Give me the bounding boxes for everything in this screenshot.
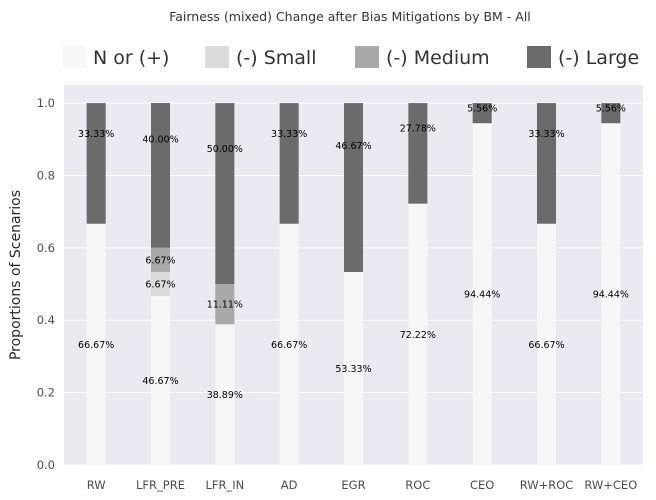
bar-segment	[279, 103, 299, 224]
y-tick-label: 0.4	[37, 313, 55, 327]
bar-segment	[344, 271, 363, 465]
y-tick-label: 0.0	[37, 458, 55, 472]
bars: 66.67% 33.33% 46.67% 6.67% 6.67% 40.00% 38.89%…	[78, 103, 629, 466]
x-tick-label: RW	[87, 478, 106, 492]
legend-label: (-) Medium	[386, 47, 490, 69]
data-label: 27.78%	[400, 124, 436, 135]
data-label: 6.67%	[145, 255, 175, 266]
data-label: 46.67%	[142, 376, 178, 387]
legend-label: (-) Small	[236, 47, 317, 69]
y-tick-label: 0.2	[37, 386, 55, 400]
chart-title: Fairness (mixed) Change after Bias Mitig…	[169, 9, 531, 24]
bar-segment	[408, 103, 428, 204]
bar-segment	[151, 103, 170, 248]
x-axis-ticks: RW LFR_PRE LFR_IN AD EGR ROC CEO RW+ROC RW+CEO	[87, 478, 638, 492]
legend-swatch	[205, 46, 229, 68]
x-tick-label: LFR_IN	[205, 478, 244, 492]
legend: N or (+) (-) Small (-) Medium (-) Large	[62, 46, 639, 69]
data-label: 5.56%	[596, 104, 626, 115]
bar-segment	[537, 103, 556, 224]
data-label: 50.00%	[207, 144, 243, 155]
bar-segment	[151, 271, 170, 297]
bar-segment	[344, 103, 363, 272]
y-axis-label: Proportions of Scenarios	[8, 190, 24, 360]
bar-segment	[215, 324, 235, 465]
y-tick-label: 0.6	[37, 241, 55, 255]
bar-segment	[408, 203, 428, 465]
legend-swatch	[62, 46, 86, 68]
y-tick-label: 0.8	[37, 168, 55, 182]
bar-segment	[279, 223, 299, 465]
bar-segment	[86, 103, 106, 224]
x-tick-label: LFR_PRE	[136, 478, 185, 492]
data-label: 33.33%	[78, 129, 114, 140]
data-label: 46.67%	[335, 141, 371, 152]
data-label: 6.67%	[145, 280, 175, 291]
data-label: 33.33%	[271, 129, 307, 140]
data-label: 94.44%	[593, 290, 629, 301]
bar-segment	[215, 284, 235, 325]
data-label: 40.00%	[142, 135, 178, 146]
bar-segment	[472, 103, 492, 124]
data-label: 11.11%	[207, 300, 243, 311]
x-tick-label: EGR	[341, 478, 365, 492]
y-tick-label: 1.0	[37, 96, 55, 110]
data-label: 33.33%	[528, 129, 564, 140]
bar-segment	[215, 103, 235, 285]
x-tick-label: CEO	[470, 478, 494, 492]
y-axis-ticks: 0.0 0.2 0.4 0.6 0.8 1.0	[37, 96, 55, 472]
data-label: 5.56%	[467, 104, 497, 115]
data-label: 66.67%	[271, 340, 307, 351]
x-tick-label: RW+CEO	[584, 478, 637, 492]
bar-segment	[86, 223, 106, 465]
data-label: 94.44%	[464, 290, 500, 301]
bar-segment	[151, 296, 170, 465]
legend-label: N or (+)	[93, 47, 169, 69]
x-tick-label: ROC	[405, 478, 430, 492]
legend-label: (-) Large	[558, 47, 639, 69]
data-label: 66.67%	[528, 340, 564, 351]
bar-segment	[537, 223, 556, 465]
bar-segment	[151, 247, 170, 272]
data-label: 53.33%	[335, 364, 371, 375]
bar-segment	[601, 123, 621, 466]
data-label: 72.22%	[400, 330, 436, 341]
bar-segment	[601, 103, 621, 124]
data-label: 38.89%	[207, 390, 243, 401]
x-tick-label: AD	[281, 478, 298, 492]
data-label: 66.67%	[78, 340, 114, 351]
x-tick-label: RW+ROC	[520, 478, 574, 492]
bar-segment	[472, 123, 492, 466]
legend-swatch	[527, 46, 551, 68]
legend-swatch	[355, 46, 379, 68]
